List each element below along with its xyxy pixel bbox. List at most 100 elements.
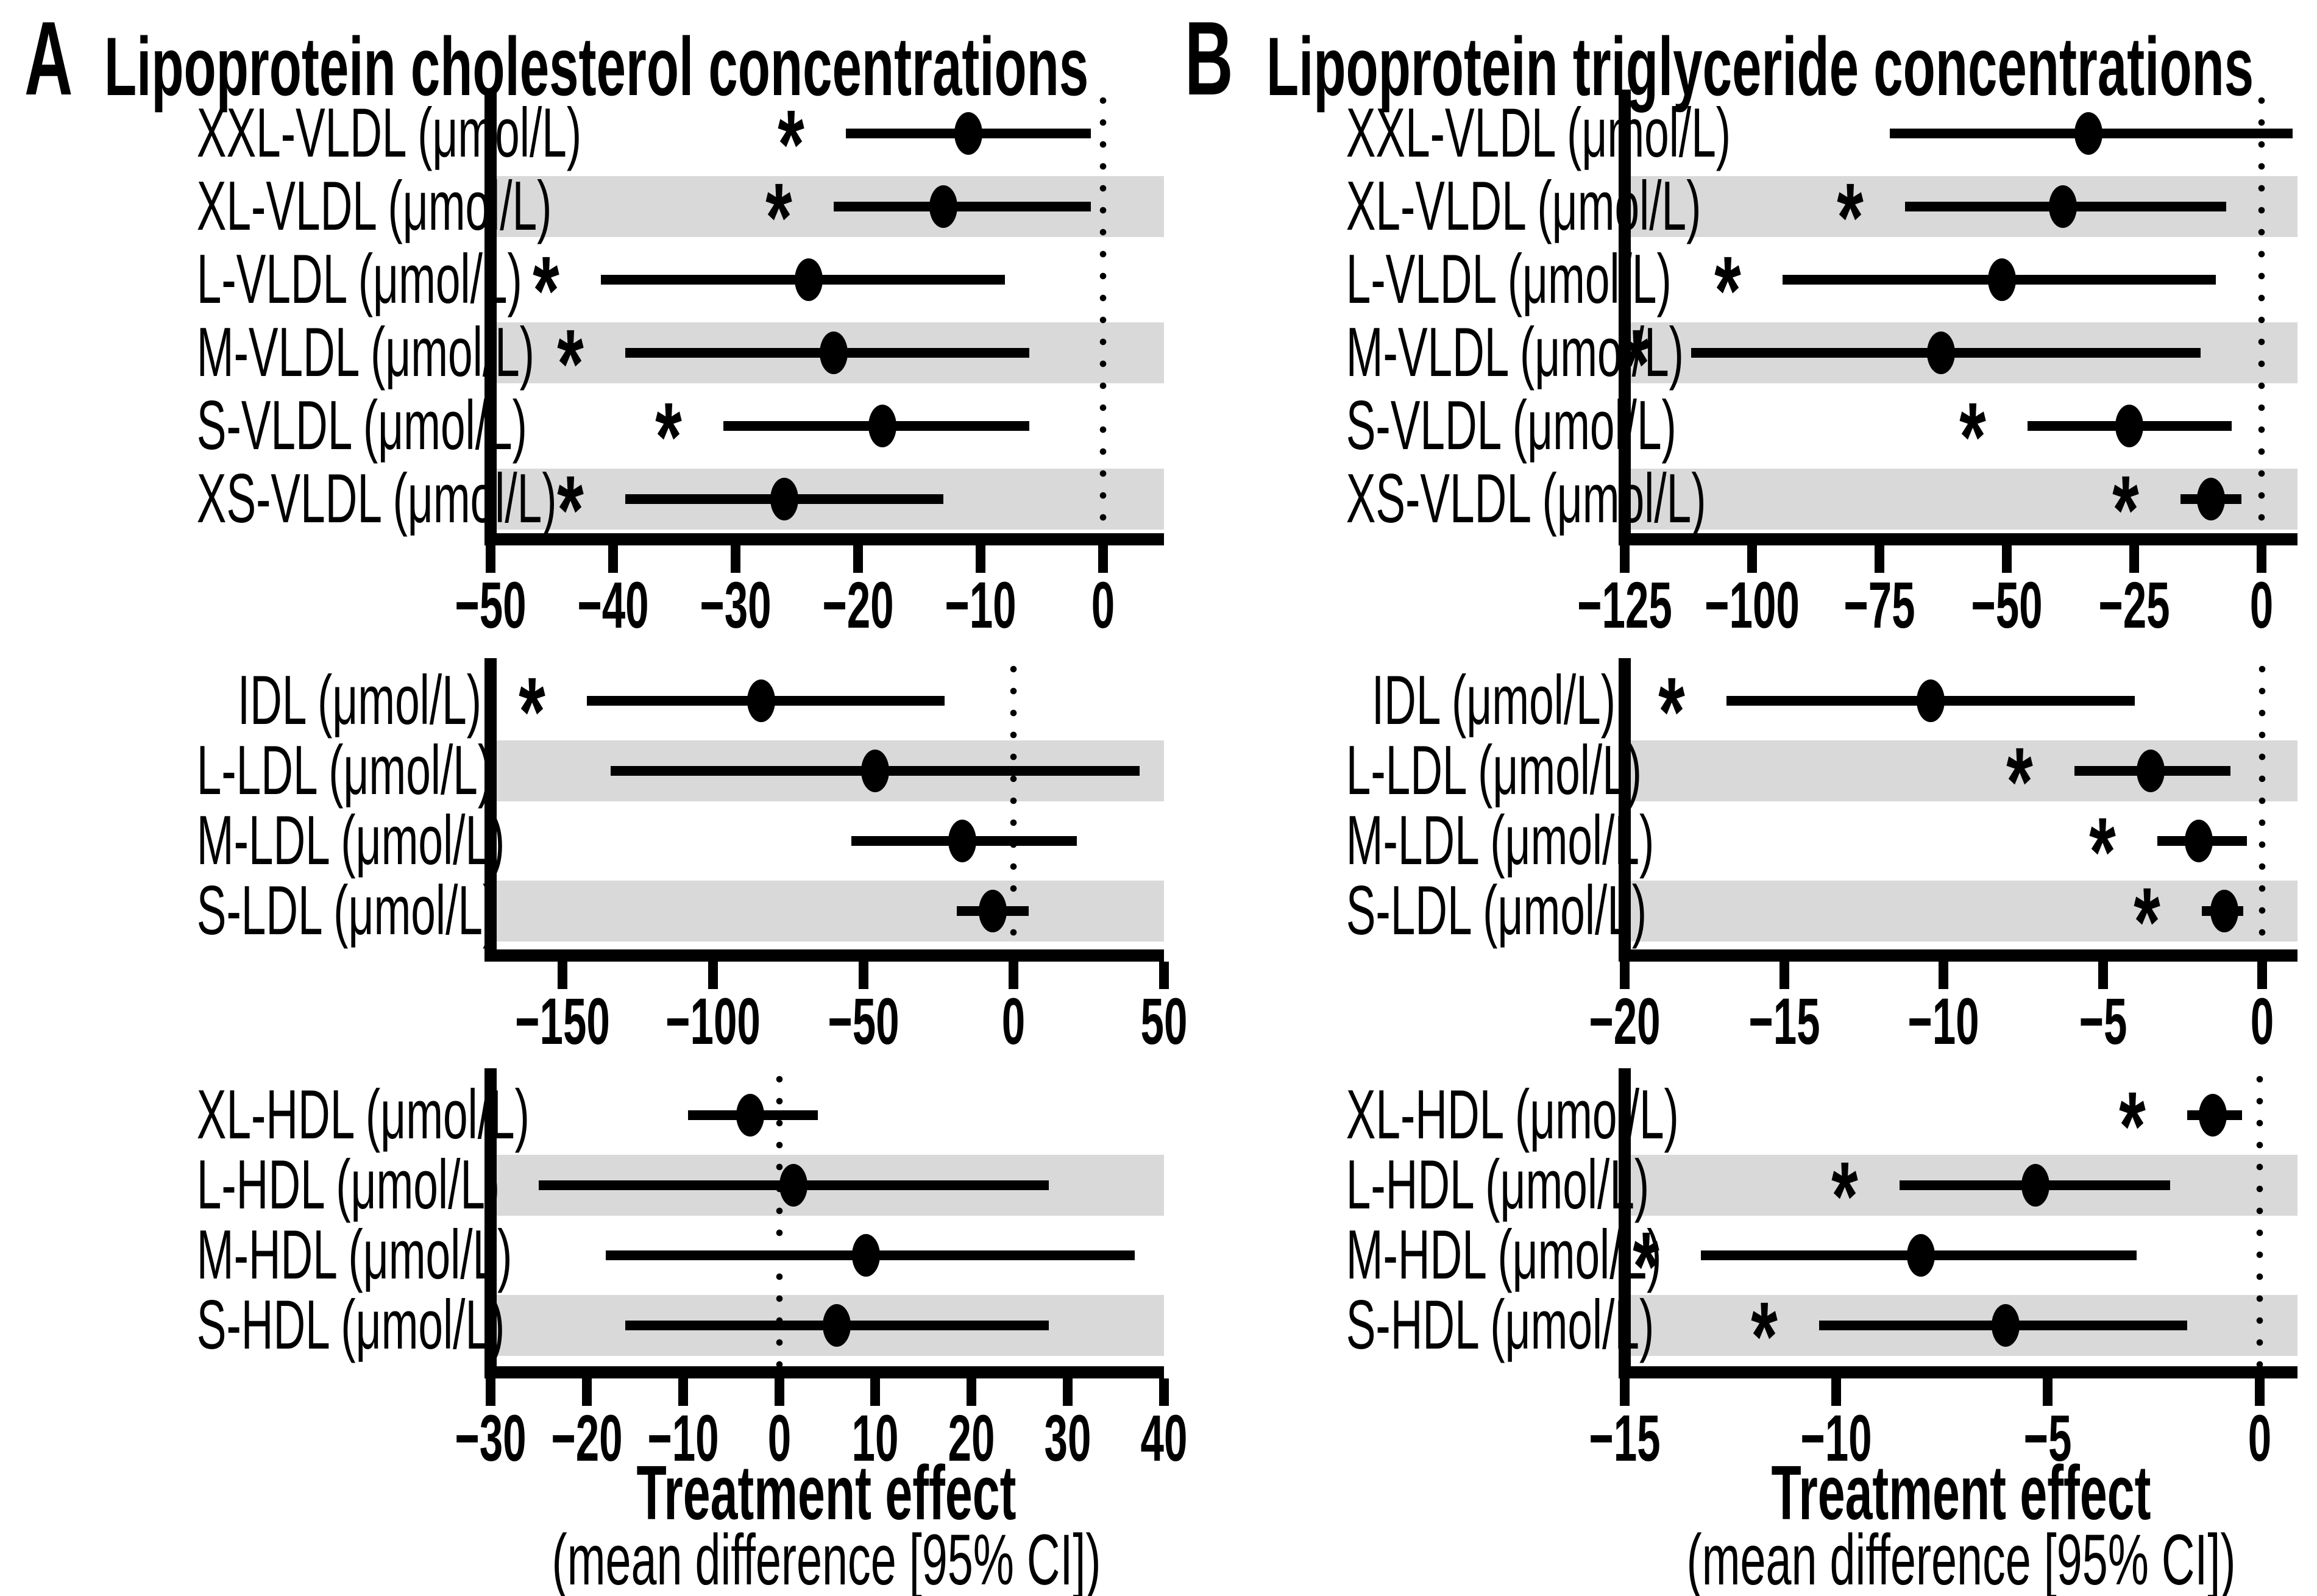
- significance-asterisk: *: [765, 163, 792, 272]
- x-axis-tick-label: −100: [665, 984, 761, 1058]
- point-estimate-marker: [1907, 1234, 1935, 1277]
- x-axis-tick: [708, 962, 718, 989]
- x-axis-tick: [558, 962, 567, 989]
- row-shading-band: [491, 881, 1164, 942]
- significance-asterisk: *: [2089, 797, 2116, 906]
- y-axis-spine: [484, 1068, 497, 1378]
- category-label: L-LDL (μmol/L): [1346, 732, 1642, 809]
- zero-reference-line: [1099, 90, 1107, 533]
- x-axis-tick-label: −125: [1577, 568, 1672, 642]
- point-estimate-marker: [1927, 332, 1955, 374]
- x-axis-tick-label: −50: [828, 984, 899, 1058]
- panel-b-xaxis-title: Treatment effect: [1771, 1450, 2151, 1536]
- point-estimate-marker: [2210, 890, 2238, 932]
- y-axis-spine: [1619, 1068, 1631, 1378]
- category-label: XL-HDL (μmol/L): [196, 1076, 530, 1154]
- point-estimate-marker: [1992, 1304, 2020, 1347]
- category-label: S-LDL (μmol/L): [1346, 872, 1647, 949]
- x-axis-tick: [1159, 962, 1169, 989]
- x-axis-tick: [1747, 545, 1757, 573]
- x-axis-line: [484, 949, 1164, 962]
- point-estimate-marker: [2137, 750, 2165, 792]
- point-estimate-marker: [929, 185, 957, 228]
- x-axis-tick-label: −100: [1705, 568, 1800, 642]
- x-axis-tick: [1620, 545, 1630, 573]
- zero-reference-line: [2258, 90, 2265, 533]
- category-label: S-LDL (μmol/L): [196, 872, 498, 949]
- category-label: S-VLDL (μmol/L): [196, 387, 527, 464]
- ci-line: [834, 202, 1091, 211]
- zero-reference-line: [2256, 1068, 2263, 1366]
- point-estimate-marker: [948, 820, 976, 862]
- x-axis-line: [484, 1366, 1164, 1378]
- category-label: M-HDL (μmol/L): [196, 1216, 513, 1294]
- x-axis-line: [1619, 949, 2297, 962]
- panel-b-title: Lipoprotein triglyceride concentrations: [1266, 20, 2254, 113]
- x-axis-tick-label: −5: [2079, 984, 2127, 1058]
- category-label: XXL-VLDL (μmol/L): [196, 94, 582, 172]
- point-estimate-marker: [868, 405, 896, 447]
- x-axis-tick-label: −10: [1800, 1401, 1872, 1475]
- point-estimate-marker: [2115, 405, 2143, 447]
- panel-b-xaxis-subtitle: (mean difference [95% CI]): [1686, 1520, 2236, 1596]
- x-axis-tick-label: −20: [1589, 984, 1661, 1058]
- x-axis-tick-label: 0: [2249, 568, 2274, 642]
- x-axis-tick: [870, 1378, 880, 1406]
- zero-reference-line: [2258, 658, 2266, 949]
- category-label: M-HDL (μmol/L): [1346, 1216, 1662, 1294]
- significance-asterisk: *: [1714, 236, 1741, 345]
- zero-reference-line: [1010, 658, 1017, 949]
- point-estimate-marker: [2074, 112, 2102, 155]
- category-label: IDL (μmol/L): [1371, 662, 1616, 739]
- x-axis-tick-label: 0: [1091, 568, 1115, 642]
- x-axis-tick: [1159, 1378, 1169, 1406]
- point-estimate-marker: [1917, 679, 1945, 722]
- x-axis-tick: [1620, 1378, 1630, 1406]
- x-axis-tick-label: −150: [515, 984, 610, 1058]
- point-estimate-marker: [954, 112, 982, 155]
- point-estimate-marker: [2197, 478, 2225, 520]
- x-axis-tick-label: 0: [2250, 984, 2274, 1058]
- row-shading-band: [1625, 881, 2297, 942]
- point-estimate-marker: [795, 258, 823, 301]
- significance-asterisk: *: [557, 309, 584, 418]
- x-axis-tick-label: 20: [948, 1401, 995, 1475]
- x-axis-tick-label: −20: [551, 1401, 623, 1475]
- category-label: L-VLDL (μmol/L): [196, 241, 522, 318]
- category-label: XS-VLDL (μmol/L): [196, 460, 557, 537]
- x-axis-tick-label: 0: [767, 1401, 792, 1475]
- significance-asterisk: *: [1633, 1211, 1659, 1321]
- category-label: XL-HDL (μmol/L): [1346, 1076, 1679, 1154]
- category-label: L-LDL (μmol/L): [196, 732, 493, 809]
- x-axis-tick: [2255, 1378, 2265, 1406]
- x-axis-tick-label: −50: [1971, 568, 2043, 642]
- category-label: XL-VLDL (μmol/L): [196, 168, 552, 245]
- point-estimate-marker: [2199, 1094, 2227, 1137]
- x-axis-tick: [859, 962, 868, 989]
- x-axis-tick: [2257, 545, 2266, 573]
- x-axis-tick: [678, 1378, 688, 1406]
- category-label: L-HDL (μmol/L): [196, 1146, 500, 1224]
- x-axis-tick: [1098, 545, 1108, 573]
- x-axis-tick: [853, 545, 863, 573]
- point-estimate-marker: [747, 679, 775, 722]
- x-axis-tick-label: −30: [455, 1401, 527, 1475]
- x-axis-tick-label: −20: [822, 568, 894, 642]
- y-axis-spine: [484, 658, 497, 962]
- point-estimate-marker: [1988, 258, 2016, 301]
- zero-reference-line: [776, 1068, 783, 1366]
- x-axis-tick: [775, 1378, 784, 1406]
- category-label: L-VLDL (μmol/L): [1346, 241, 1672, 318]
- category-label: M-VLDL (μmol/L): [196, 314, 534, 391]
- x-axis-tick-label: −10: [945, 568, 1017, 642]
- panel-b-letter: B: [1185, 0, 1233, 117]
- point-estimate-marker: [820, 332, 848, 374]
- y-axis-spine: [1619, 658, 1631, 962]
- x-axis-line: [1619, 533, 2297, 545]
- category-label: XS-VLDL (μmol/L): [1346, 460, 1706, 537]
- x-axis-line: [1619, 1366, 2297, 1378]
- significance-asterisk: *: [2119, 1071, 2146, 1180]
- category-label: XXL-VLDL (μmol/L): [1346, 94, 1731, 172]
- panel-a-xaxis-subtitle: (mean difference [95% CI]): [552, 1520, 1101, 1596]
